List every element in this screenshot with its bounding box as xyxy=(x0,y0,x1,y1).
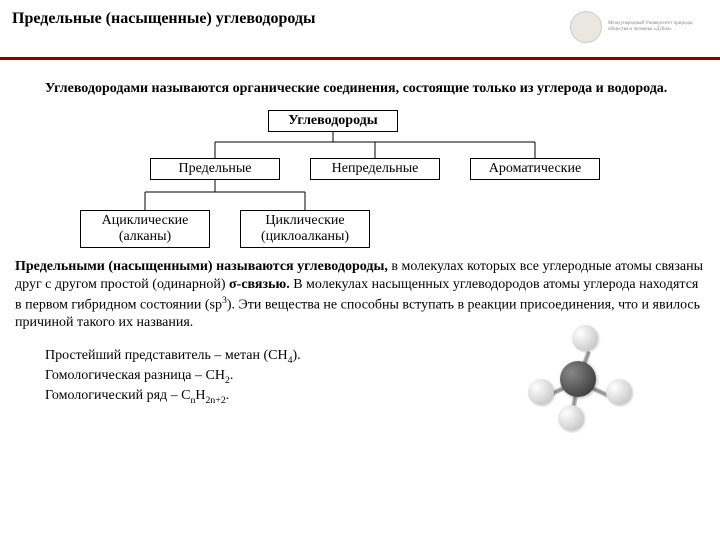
content: Углеводородами называются органические с… xyxy=(0,60,720,407)
f1-pre: Простейший представитель – метан (CH xyxy=(45,348,288,363)
intro-text: Углеводородами называются органические с… xyxy=(45,80,670,98)
bottom-section: Простейший представитель – метан (CH4). … xyxy=(10,347,710,407)
f2-post: . xyxy=(230,368,234,383)
tree-node-cycloalkany: Циклические (циклоалканы) xyxy=(240,210,370,248)
hydrogen-atom xyxy=(528,379,554,405)
f3-pre: Гомологический ряд – C xyxy=(45,388,191,403)
logo-text: Международный Университет природы, общес… xyxy=(608,21,710,32)
classification-tree: Углеводороды Предельные Непредельные Аро… xyxy=(10,110,710,250)
header: Предельные (насыщенные) углеводороды Меж… xyxy=(0,0,720,55)
logo-icon xyxy=(570,11,602,43)
hydrogen-atom xyxy=(572,325,598,351)
methane-molecule-icon xyxy=(510,317,660,447)
bold-1: Предельными (насыщенными) называются угл… xyxy=(15,259,388,274)
hydrogen-atom xyxy=(558,405,584,431)
node-line1: Циклические xyxy=(265,213,344,228)
tree-node-predelnye: Предельные xyxy=(150,158,280,180)
node-line2: (циклоалканы) xyxy=(261,229,349,244)
f3-2n2: 2n+2 xyxy=(206,394,226,405)
f1-post: ). xyxy=(293,348,301,363)
node-line1: Ациклические xyxy=(102,213,189,228)
f2-pre: Гомологическая разница – CH xyxy=(45,368,225,383)
logo-area: Международный Университет природы, общес… xyxy=(570,4,710,49)
sigma-symbol: σ xyxy=(229,277,237,292)
node-line2: (алканы) xyxy=(119,229,171,244)
tree-root: Углеводороды xyxy=(268,110,398,132)
tree-node-nepredelnye: Непредельные xyxy=(310,158,440,180)
f3-h: H xyxy=(195,388,205,403)
tree-node-aromaticheskie: Ароматические xyxy=(470,158,600,180)
bold-3: -связью. xyxy=(237,277,290,292)
tree-node-alkany: Ациклические (алканы) xyxy=(80,210,210,248)
f3-post: . xyxy=(226,388,230,403)
hydrogen-atom xyxy=(606,379,632,405)
carbon-atom xyxy=(560,361,596,397)
